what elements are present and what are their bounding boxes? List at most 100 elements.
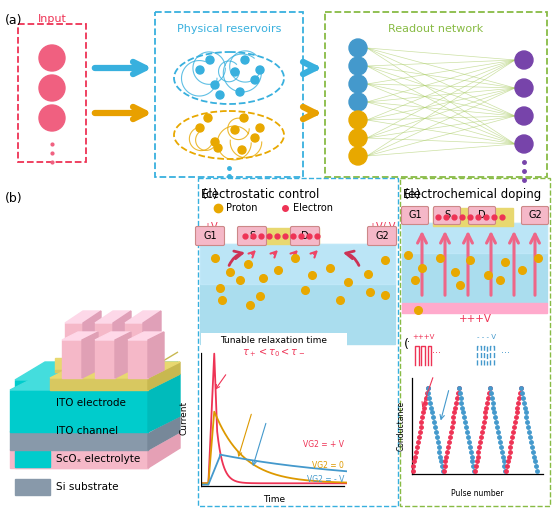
Bar <box>200 244 395 284</box>
Text: (e): (e) <box>404 188 422 201</box>
Bar <box>239 228 319 244</box>
Polygon shape <box>148 432 180 468</box>
Text: +V/-V: +V/-V <box>368 222 396 232</box>
Text: ...: ... <box>501 345 510 355</box>
Polygon shape <box>148 374 180 432</box>
Text: VG2 = 0: VG2 = 0 <box>312 461 344 469</box>
Circle shape <box>236 88 244 96</box>
Circle shape <box>515 135 533 153</box>
Text: ScOₓ electrolyte: ScOₓ electrolyte <box>56 454 140 464</box>
Circle shape <box>204 114 212 122</box>
Text: G1: G1 <box>203 231 217 241</box>
Text: - - - V: - - - V <box>477 333 496 340</box>
Circle shape <box>251 76 259 84</box>
Circle shape <box>241 56 249 64</box>
Text: (b): (b) <box>5 192 23 205</box>
Text: Electron: Electron <box>293 203 333 213</box>
Bar <box>325 12 547 177</box>
Text: ITO electrode: ITO electrode <box>56 398 126 408</box>
Text: (a): (a) <box>5 14 23 27</box>
Text: Conductance: Conductance <box>396 401 406 451</box>
Polygon shape <box>15 428 178 450</box>
Circle shape <box>211 138 219 146</box>
Text: Si substrate: Si substrate <box>56 482 119 492</box>
FancyBboxPatch shape <box>290 227 320 245</box>
Circle shape <box>349 147 367 165</box>
Polygon shape <box>125 311 161 323</box>
Polygon shape <box>62 340 82 378</box>
Polygon shape <box>15 452 148 468</box>
Circle shape <box>216 91 224 99</box>
Circle shape <box>39 105 65 131</box>
Bar <box>200 244 395 344</box>
Text: Tunable relaxation time: Tunable relaxation time <box>220 336 327 345</box>
FancyBboxPatch shape <box>238 227 266 245</box>
Circle shape <box>349 57 367 75</box>
Polygon shape <box>143 311 161 358</box>
Bar <box>15 423 50 439</box>
Circle shape <box>256 124 264 132</box>
Polygon shape <box>50 362 180 378</box>
Circle shape <box>196 124 204 132</box>
Bar <box>15 479 50 495</box>
Polygon shape <box>125 323 143 358</box>
Polygon shape <box>148 332 164 378</box>
Circle shape <box>240 114 248 122</box>
Text: G2: G2 <box>375 231 389 241</box>
Text: Input: Input <box>38 14 66 24</box>
Text: G2: G2 <box>528 211 542 220</box>
Text: Proton: Proton <box>226 203 258 213</box>
Polygon shape <box>82 332 98 378</box>
Bar <box>155 12 303 177</box>
Text: S: S <box>444 211 450 220</box>
Text: D: D <box>478 211 486 220</box>
Polygon shape <box>113 311 131 358</box>
Circle shape <box>206 56 214 64</box>
Polygon shape <box>148 430 178 468</box>
Text: ...: ... <box>432 345 442 355</box>
Bar <box>198 178 398 506</box>
Bar <box>402 223 547 253</box>
Text: G1: G1 <box>408 211 422 220</box>
Text: +++V: +++V <box>459 314 491 324</box>
Circle shape <box>515 51 533 69</box>
Bar <box>18 24 86 162</box>
Circle shape <box>211 81 219 89</box>
Polygon shape <box>115 332 131 378</box>
Bar <box>15 451 50 467</box>
Polygon shape <box>65 323 83 358</box>
Circle shape <box>196 66 204 74</box>
Text: VG2 = + V: VG2 = + V <box>303 440 344 449</box>
Text: Readout network: Readout network <box>388 24 484 34</box>
Circle shape <box>231 126 239 134</box>
Circle shape <box>349 93 367 111</box>
Text: (d): (d) <box>202 340 220 353</box>
FancyBboxPatch shape <box>402 207 428 224</box>
Polygon shape <box>83 311 101 358</box>
Circle shape <box>238 146 246 154</box>
Bar <box>15 395 50 411</box>
Text: VG2 = - V: VG2 = - V <box>306 475 344 484</box>
Circle shape <box>349 129 367 147</box>
Text: Time: Time <box>263 495 285 504</box>
Polygon shape <box>95 311 131 323</box>
Circle shape <box>39 45 65 71</box>
Text: D: D <box>301 231 309 241</box>
Circle shape <box>256 66 264 74</box>
Polygon shape <box>62 332 98 340</box>
Polygon shape <box>128 340 148 378</box>
Polygon shape <box>95 332 131 340</box>
Polygon shape <box>10 432 148 450</box>
Circle shape <box>214 144 222 152</box>
Polygon shape <box>148 362 178 428</box>
Circle shape <box>515 107 533 125</box>
Polygon shape <box>10 432 180 450</box>
Polygon shape <box>50 378 148 390</box>
Polygon shape <box>15 430 178 452</box>
Text: Electrochemical doping: Electrochemical doping <box>403 188 541 201</box>
Text: S: S <box>249 231 255 241</box>
FancyBboxPatch shape <box>433 207 460 224</box>
Bar <box>402 223 547 303</box>
Circle shape <box>251 134 259 142</box>
Text: Pulse number: Pulse number <box>451 489 504 498</box>
